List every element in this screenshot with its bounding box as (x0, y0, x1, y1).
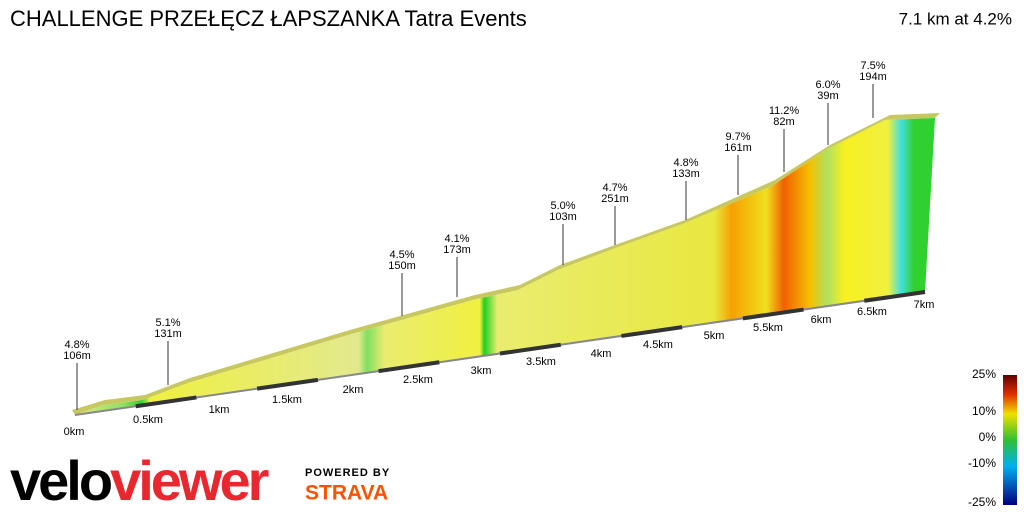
legend-label: 0% (979, 430, 997, 444)
km-segment (378, 360, 440, 374)
segment-grade: 4.7% (602, 182, 627, 194)
distance-label: 7km (914, 299, 935, 311)
segment-length: 103m (549, 211, 577, 223)
segment-grade: 6.0% (815, 79, 840, 91)
km-segment (621, 325, 683, 338)
summary: 7.1 km at 4.2% (899, 9, 1012, 28)
km-segment (499, 342, 562, 356)
distance-label: 0.5km (133, 414, 163, 426)
segment-grade: 7.5% (860, 60, 885, 72)
segment-grade: 4.8% (64, 339, 89, 351)
segment-length: 251m (601, 193, 629, 205)
segment-length: 150m (388, 260, 416, 272)
distance-label: 4.5km (643, 339, 673, 351)
distance-label: 2.5km (403, 374, 433, 386)
segment-grade: 4.8% (673, 157, 698, 169)
segment-grade: 5.0% (550, 200, 575, 212)
distance-label: 4km (591, 348, 612, 360)
segment-length: 161m (724, 142, 752, 154)
distance-label: 5.5km (753, 322, 783, 334)
segment-length: 131m (154, 328, 182, 340)
segment-length: 194m (859, 71, 887, 83)
segment-grade: 4.1% (444, 233, 469, 245)
distance-label: 5km (704, 330, 725, 342)
legend-label: -25% (968, 495, 996, 509)
profile-face (75, 118, 935, 415)
segment-length: 173m (443, 244, 471, 256)
km-segment (863, 290, 926, 303)
segment-length: 106m (63, 350, 91, 362)
segment-grade: 11.2% (769, 105, 800, 117)
title: CHALLENGE PRZEŁĘCZ ŁAPSZANKA Tatra Event… (10, 6, 527, 31)
distance-label: 1.5km (272, 394, 302, 406)
km-segment (256, 377, 319, 391)
km-segment (135, 395, 197, 409)
distance-label: 2km (343, 384, 364, 396)
segment-grade: 4.5% (389, 249, 414, 261)
segment-grade: 9.7% (725, 131, 750, 143)
powered-by: POWERED BY (305, 467, 390, 479)
segment-length: 39m (817, 90, 838, 102)
legend-label: 10% (972, 404, 996, 418)
legend-label: -10% (968, 456, 996, 470)
segment-length: 133m (672, 168, 700, 180)
legend-label: 25% (972, 367, 996, 381)
distance-label: 1km (209, 404, 230, 416)
logo: veloviewer (10, 449, 269, 512)
distance-label: 3km (471, 365, 492, 377)
gradient-scale (1003, 375, 1017, 505)
segment-grade: 5.1% (155, 317, 180, 329)
distance-label: 6.5km (857, 306, 887, 318)
distance-label: 6km (811, 314, 832, 326)
segment-length: 82m (773, 116, 794, 128)
distance-label: 0km (64, 426, 85, 438)
km-segment (742, 307, 804, 321)
strava: STRAVA (305, 482, 388, 505)
distance-label: 3.5km (526, 356, 556, 368)
